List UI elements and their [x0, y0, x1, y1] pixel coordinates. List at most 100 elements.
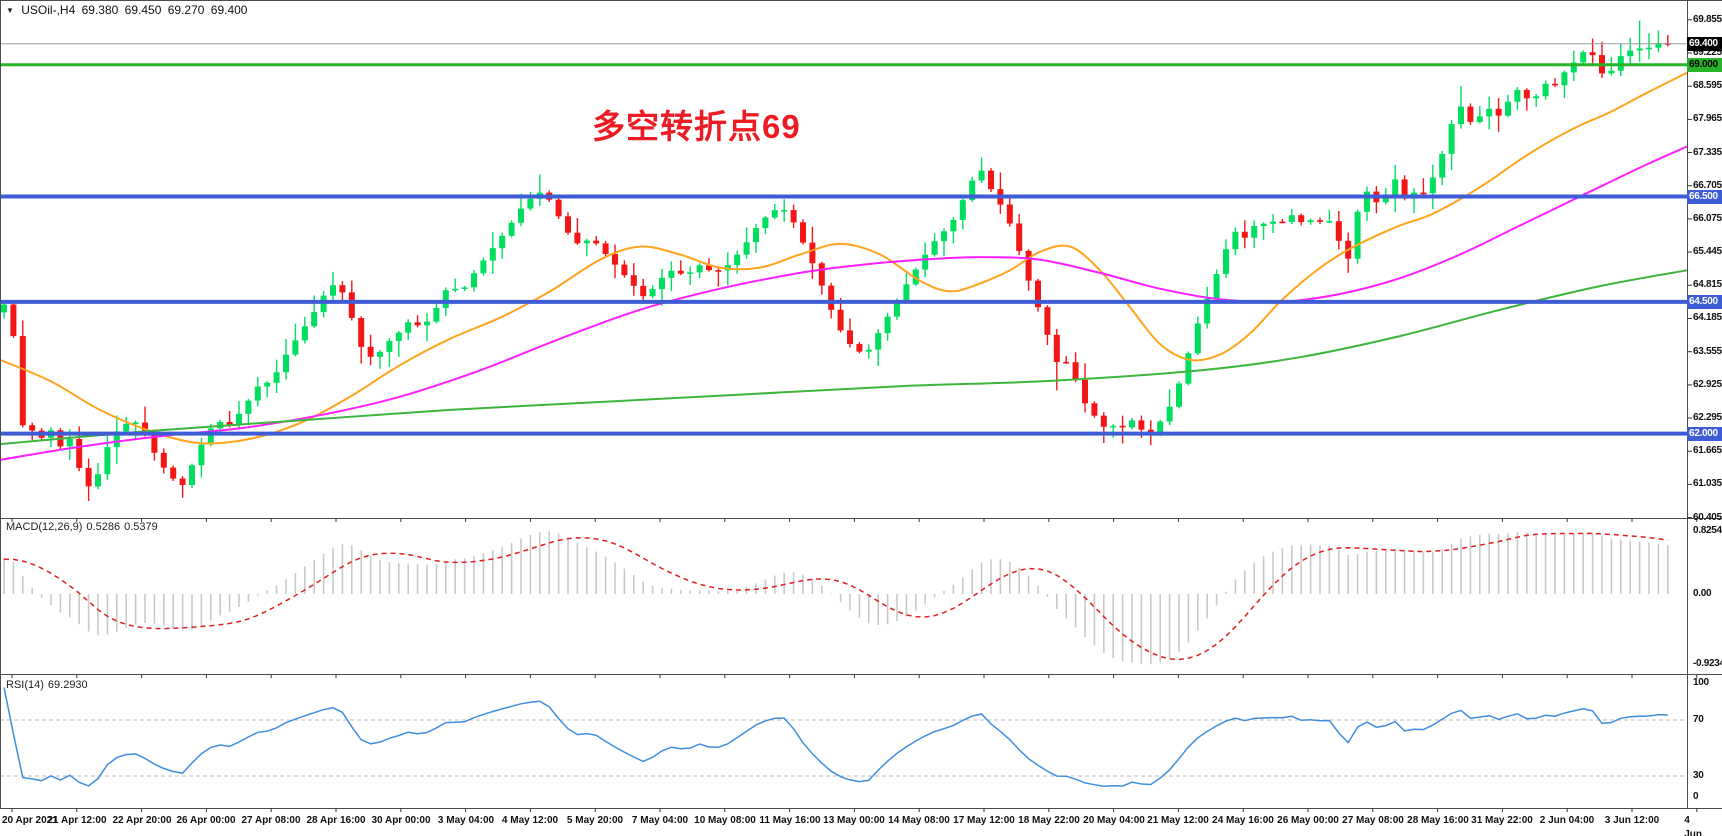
candle-body	[1523, 89, 1530, 99]
price-level-badge-62.000: 62.000	[1687, 427, 1722, 441]
candle-body	[10, 304, 17, 336]
close-value: 69.400	[210, 3, 248, 17]
candle-body	[565, 216, 571, 233]
candle-body	[1542, 83, 1549, 97]
candle-body	[1100, 415, 1107, 427]
candle-body	[781, 210, 788, 212]
time-axis-label: 13 May 00:00	[823, 815, 885, 826]
candle-body	[29, 425, 36, 431]
candle-body	[988, 170, 994, 190]
candle-body	[113, 431, 120, 448]
candle-body	[931, 241, 938, 255]
candle-body	[1025, 250, 1032, 281]
candle-body	[1514, 89, 1521, 102]
candle-body	[1354, 211, 1361, 259]
time-axis-label: 24 May 16:00	[1212, 815, 1274, 826]
time-axis-label: 28 Apr 16:00	[306, 815, 366, 826]
candle-body	[452, 288, 459, 291]
candle-body	[499, 235, 506, 249]
price-axis-label: 61.035	[1693, 478, 1722, 489]
annotation-text: 多空转折点69	[592, 108, 801, 145]
candle-body	[912, 269, 919, 285]
price-axis-label: 62.925	[1693, 379, 1722, 390]
candle-body	[1176, 383, 1182, 407]
candle-body	[414, 322, 421, 326]
candle-body	[959, 200, 966, 220]
price-axis-label: 68.595	[1693, 80, 1722, 91]
current-price-badge: 69.400	[1687, 37, 1722, 51]
candle-body	[198, 444, 205, 466]
candle-body	[630, 275, 637, 286]
ma-fast-orange-line	[0, 71, 1688, 445]
candle-body	[809, 242, 816, 264]
candle-body	[1044, 307, 1051, 335]
candle-body	[602, 243, 609, 254]
down-triangle-icon[interactable]: ▼	[6, 6, 14, 15]
rsi-axis-label: 70	[1693, 714, 1704, 725]
candle-body	[922, 254, 929, 270]
candle-body	[715, 270, 722, 272]
candle-body	[1138, 420, 1145, 430]
candle-body	[1439, 153, 1446, 178]
time-axis-label: 22 Apr 20:00	[112, 815, 172, 826]
candle-body	[1382, 195, 1389, 203]
time-axis-label: 5 May 20:00	[566, 815, 624, 826]
macd-signal-line	[3, 532, 1668, 661]
candle-body	[1260, 223, 1267, 226]
time-axis-label: 17 May 12:00	[953, 815, 1015, 826]
candle-body	[1636, 48, 1643, 51]
candle-body	[1166, 406, 1173, 422]
candle-body	[1646, 47, 1652, 50]
candle-body	[348, 292, 355, 318]
candle-body	[612, 254, 618, 265]
time-axis-label: 27 Apr 08:00	[241, 815, 301, 826]
candle-body	[1072, 362, 1079, 380]
candle-body	[762, 217, 769, 229]
candle-body	[621, 264, 628, 276]
candle-body	[358, 318, 365, 347]
candle-body	[583, 240, 590, 244]
price-axis-label: 66.075	[1693, 213, 1722, 224]
candle-body	[1505, 101, 1511, 116]
price-axis-label: 64.815	[1693, 279, 1722, 290]
candle-body	[818, 263, 825, 286]
candle-body	[339, 285, 346, 293]
candle-body	[1307, 220, 1314, 223]
candle-body	[273, 372, 280, 383]
candle-body	[179, 478, 186, 485]
high-value: 69.450	[124, 3, 162, 17]
candle-body	[941, 231, 947, 242]
candle-body	[640, 285, 647, 297]
candle-body	[292, 340, 299, 355]
candle-body	[1147, 429, 1154, 433]
candle-body	[1580, 52, 1587, 63]
time-axis-label: 30 Apr 00:00	[371, 815, 431, 826]
candle-body	[743, 242, 750, 255]
candle-body	[865, 349, 872, 352]
candle-body	[1082, 379, 1088, 404]
candle-body	[1552, 83, 1558, 86]
time-axis-label: 14 May 08:00	[888, 815, 950, 826]
candle-body	[132, 422, 139, 425]
candle-body	[254, 386, 261, 401]
candle-body	[1608, 70, 1615, 74]
candle-body	[480, 260, 487, 274]
candle-body	[160, 452, 167, 468]
time-axis-label: 20 May 04:00	[1083, 815, 1145, 826]
rsi-axis-label: 30	[1693, 770, 1704, 781]
candle-body	[1270, 221, 1276, 224]
candle-body	[1223, 249, 1229, 274]
ma-mid-magenta-line	[0, 145, 1688, 461]
candle-body	[847, 330, 853, 344]
candle-body	[1317, 220, 1323, 222]
candle-body	[264, 382, 271, 387]
candle-body	[377, 351, 383, 357]
candle-body	[1213, 274, 1220, 299]
candle-body	[386, 341, 393, 352]
candle-body	[1035, 280, 1041, 308]
time-axis-label: 26 May 00:00	[1277, 815, 1339, 826]
rsi-value: 69.2930	[47, 679, 88, 691]
candle-body	[969, 180, 976, 201]
